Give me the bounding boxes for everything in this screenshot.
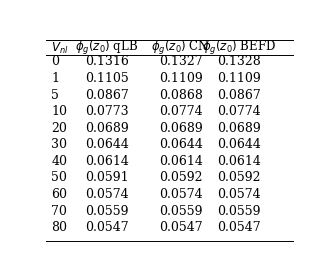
Text: 80: 80 bbox=[51, 221, 67, 234]
Text: 0.1109: 0.1109 bbox=[217, 72, 261, 85]
Text: 5: 5 bbox=[51, 89, 59, 102]
Text: $V_{nl}$: $V_{nl}$ bbox=[51, 41, 69, 56]
Text: 0.0592: 0.0592 bbox=[217, 172, 261, 184]
Text: 30: 30 bbox=[51, 138, 67, 151]
Text: $\phi_g(z_0)$ CN: $\phi_g(z_0)$ CN bbox=[152, 39, 210, 57]
Text: 60: 60 bbox=[51, 188, 67, 201]
Text: 40: 40 bbox=[51, 155, 67, 168]
Text: 0.0773: 0.0773 bbox=[85, 105, 129, 118]
Text: 0.0867: 0.0867 bbox=[217, 89, 261, 102]
Text: 0.0574: 0.0574 bbox=[217, 188, 261, 201]
Text: 1: 1 bbox=[51, 72, 59, 85]
Text: 0.0547: 0.0547 bbox=[85, 221, 129, 234]
Text: $\phi_g(z_0)$ BEFD: $\phi_g(z_0)$ BEFD bbox=[202, 39, 276, 57]
Text: 0.1328: 0.1328 bbox=[217, 56, 261, 68]
Text: 0.0868: 0.0868 bbox=[159, 89, 203, 102]
Text: 0.0689: 0.0689 bbox=[85, 122, 129, 135]
Text: 0.0689: 0.0689 bbox=[217, 122, 261, 135]
Text: 0.0547: 0.0547 bbox=[159, 221, 203, 234]
Text: 0.0644: 0.0644 bbox=[85, 138, 129, 151]
Text: 0.0547: 0.0547 bbox=[217, 221, 261, 234]
Text: 50: 50 bbox=[51, 172, 67, 184]
Text: 0.0644: 0.0644 bbox=[217, 138, 261, 151]
Text: 0: 0 bbox=[51, 56, 59, 68]
Text: 0.0559: 0.0559 bbox=[217, 205, 261, 218]
Text: 0.0774: 0.0774 bbox=[159, 105, 203, 118]
Text: 0.0644: 0.0644 bbox=[159, 138, 203, 151]
Text: $\phi_g(z_0)$ qLB: $\phi_g(z_0)$ qLB bbox=[75, 39, 139, 57]
Text: 10: 10 bbox=[51, 105, 67, 118]
Text: 20: 20 bbox=[51, 122, 67, 135]
Text: 0.0689: 0.0689 bbox=[159, 122, 203, 135]
Text: 0.1327: 0.1327 bbox=[159, 56, 203, 68]
Text: 0.0614: 0.0614 bbox=[159, 155, 203, 168]
Text: 0.0559: 0.0559 bbox=[85, 205, 129, 218]
Text: 0.0614: 0.0614 bbox=[217, 155, 261, 168]
Text: 0.0559: 0.0559 bbox=[159, 205, 203, 218]
Text: 0.1105: 0.1105 bbox=[85, 72, 129, 85]
Text: 0.0774: 0.0774 bbox=[217, 105, 261, 118]
Text: 0.0574: 0.0574 bbox=[85, 188, 129, 201]
Text: 0.0591: 0.0591 bbox=[85, 172, 129, 184]
Text: 0.1316: 0.1316 bbox=[85, 56, 129, 68]
Text: 0.1109: 0.1109 bbox=[159, 72, 203, 85]
Text: 0.0592: 0.0592 bbox=[159, 172, 203, 184]
Text: 0.0867: 0.0867 bbox=[85, 89, 129, 102]
Text: 0.0614: 0.0614 bbox=[85, 155, 129, 168]
Text: 70: 70 bbox=[51, 205, 67, 218]
Text: 0.0574: 0.0574 bbox=[159, 188, 203, 201]
